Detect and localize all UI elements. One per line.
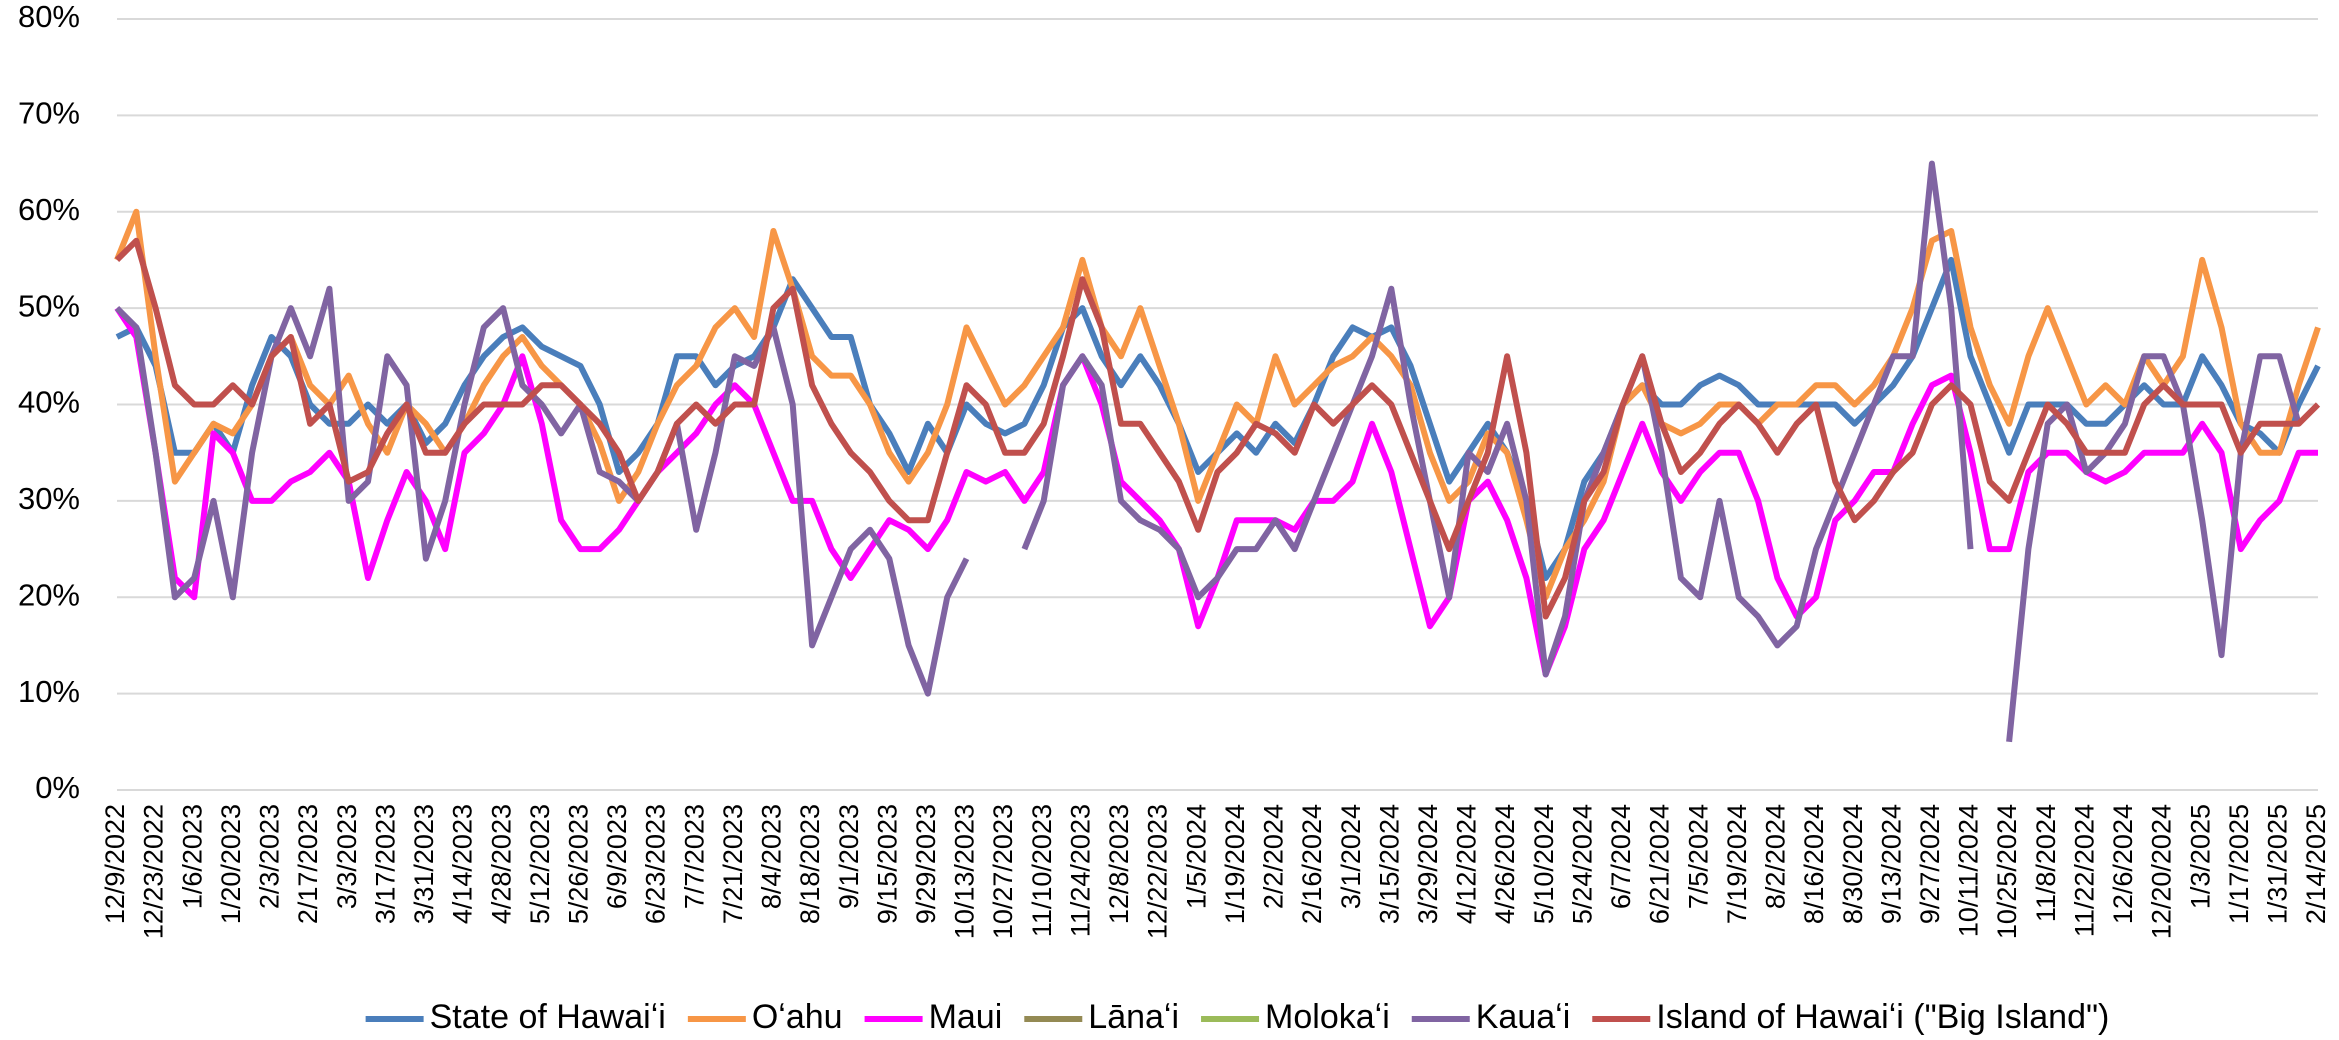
x-tick-label: 1/3/2025: [2185, 804, 2215, 909]
x-tick-label: 1/17/2025: [2224, 804, 2254, 924]
x-tick-label: 7/5/2024: [1683, 804, 1713, 909]
x-tick-label: 4/12/2024: [1452, 804, 1482, 924]
y-tick-label: 30%: [18, 481, 80, 516]
y-tick-label: 40%: [18, 385, 80, 420]
x-tick-label: 10/27/2023: [988, 804, 1018, 939]
x-tick-label: 1/5/2024: [1181, 804, 1211, 909]
x-tick-label: 7/7/2023: [679, 804, 709, 909]
x-tick-label: 9/13/2024: [1876, 804, 1906, 924]
x-tick-label: 2/17/2023: [293, 804, 323, 924]
x-tick-label: 10/11/2024: [1954, 804, 1984, 937]
y-tick-label: 10%: [18, 674, 80, 709]
x-tick-label: 10/13/2023: [950, 804, 980, 939]
x-tick-label: 1/19/2024: [1220, 804, 1250, 924]
y-tick-label: 20%: [18, 577, 80, 612]
x-tick-label: 10/25/2024: [1992, 804, 2022, 939]
y-tick-label: 50%: [18, 288, 80, 323]
x-tick-label: 9/1/2023: [834, 804, 864, 909]
x-tick-label: 5/26/2023: [563, 804, 593, 924]
y-tick-label: 60%: [18, 192, 80, 227]
y-tick-label: 0%: [35, 770, 80, 805]
x-tick-label: 12/6/2024: [2108, 804, 2138, 924]
x-tick-label: 3/3/2023: [332, 804, 362, 909]
x-tick-label: 4/14/2023: [448, 804, 478, 924]
x-tick-label: 1/20/2023: [216, 804, 246, 924]
x-tick-label: 11/22/2024: [2069, 804, 2099, 937]
x-tick-label: 3/31/2023: [409, 804, 439, 924]
x-tick-label: 2/2/2024: [1259, 804, 1289, 909]
x-tick-label: 8/2/2024: [1761, 804, 1791, 909]
x-tick-label: 6/9/2023: [602, 804, 632, 909]
y-tick-label: 80%: [18, 0, 80, 34]
x-tick-label: 9/27/2024: [1915, 804, 1945, 924]
x-tick-label: 4/26/2024: [1490, 804, 1520, 924]
x-tick-label: 11/24/2023: [1065, 804, 1095, 937]
x-tick-label: 5/24/2024: [1567, 804, 1597, 924]
x-tick-label: 12/8/2023: [1104, 804, 1134, 924]
legend-label: Island of Hawaiʻi ("Big Island"): [1656, 998, 2109, 1036]
x-tick-label: 1/31/2025: [2263, 804, 2293, 924]
series-line: [114, 237, 2321, 620]
x-tick-label: 9/29/2023: [911, 804, 941, 924]
x-tick-label: 6/21/2024: [1645, 804, 1675, 924]
x-tick-label: 7/19/2024: [1722, 804, 1752, 924]
legend-label: State of Hawaiʻi: [430, 998, 666, 1036]
legend-label: Kauaʻi: [1476, 998, 1571, 1036]
x-tick-label: 5/12/2023: [525, 804, 555, 924]
legend-label: Maui: [929, 998, 1003, 1036]
x-tick-label: 4/28/2023: [486, 804, 516, 924]
x-tick-label: 2/3/2023: [255, 804, 285, 909]
x-tick-label: 8/18/2023: [795, 804, 825, 924]
legend-label: Lānaʻi: [1088, 998, 1179, 1036]
x-tick-label: 11/10/2023: [1027, 804, 1057, 937]
x-tick-label: 8/16/2024: [1799, 804, 1829, 924]
x-tick-label: 11/8/2024: [2031, 804, 2061, 922]
x-tick-label: 5/10/2024: [1529, 804, 1559, 924]
x-tick-label: 6/23/2023: [641, 804, 671, 924]
x-tick-label: 2/14/2025: [2301, 804, 2331, 924]
x-tick-label: 12/23/2022: [139, 804, 169, 939]
x-tick-label: 12/20/2024: [2147, 804, 2177, 939]
x-tick-label: 1/6/2023: [177, 804, 207, 909]
legend-label: Oʻahu: [752, 998, 843, 1036]
x-tick-label: 9/15/2023: [872, 804, 902, 924]
x-tick-label: 3/1/2024: [1336, 804, 1366, 909]
y-tick-label: 70%: [18, 96, 80, 131]
x-tick-label: 3/29/2024: [1413, 804, 1443, 924]
series-line: [114, 208, 2321, 601]
x-tick-label: 7/21/2023: [718, 804, 748, 924]
x-tick-label: 8/4/2023: [757, 804, 787, 909]
x-tick-label: 2/16/2024: [1297, 804, 1327, 924]
x-tick-label: 3/15/2024: [1374, 804, 1404, 924]
legend: State of Hawaiʻi Oʻahu Maui Lānaʻi Molokaʻi K…: [365, 998, 2109, 1036]
x-tick-label: 6/7/2024: [1606, 804, 1636, 909]
x-tick-label: 12/9/2022: [100, 804, 130, 924]
legend-label: Molokaʻi: [1265, 998, 1390, 1036]
x-tick-label: 8/30/2024: [1838, 804, 1868, 924]
x-tick-label: 3/17/2023: [370, 804, 400, 924]
x-tick-label: 12/22/2023: [1143, 804, 1173, 939]
